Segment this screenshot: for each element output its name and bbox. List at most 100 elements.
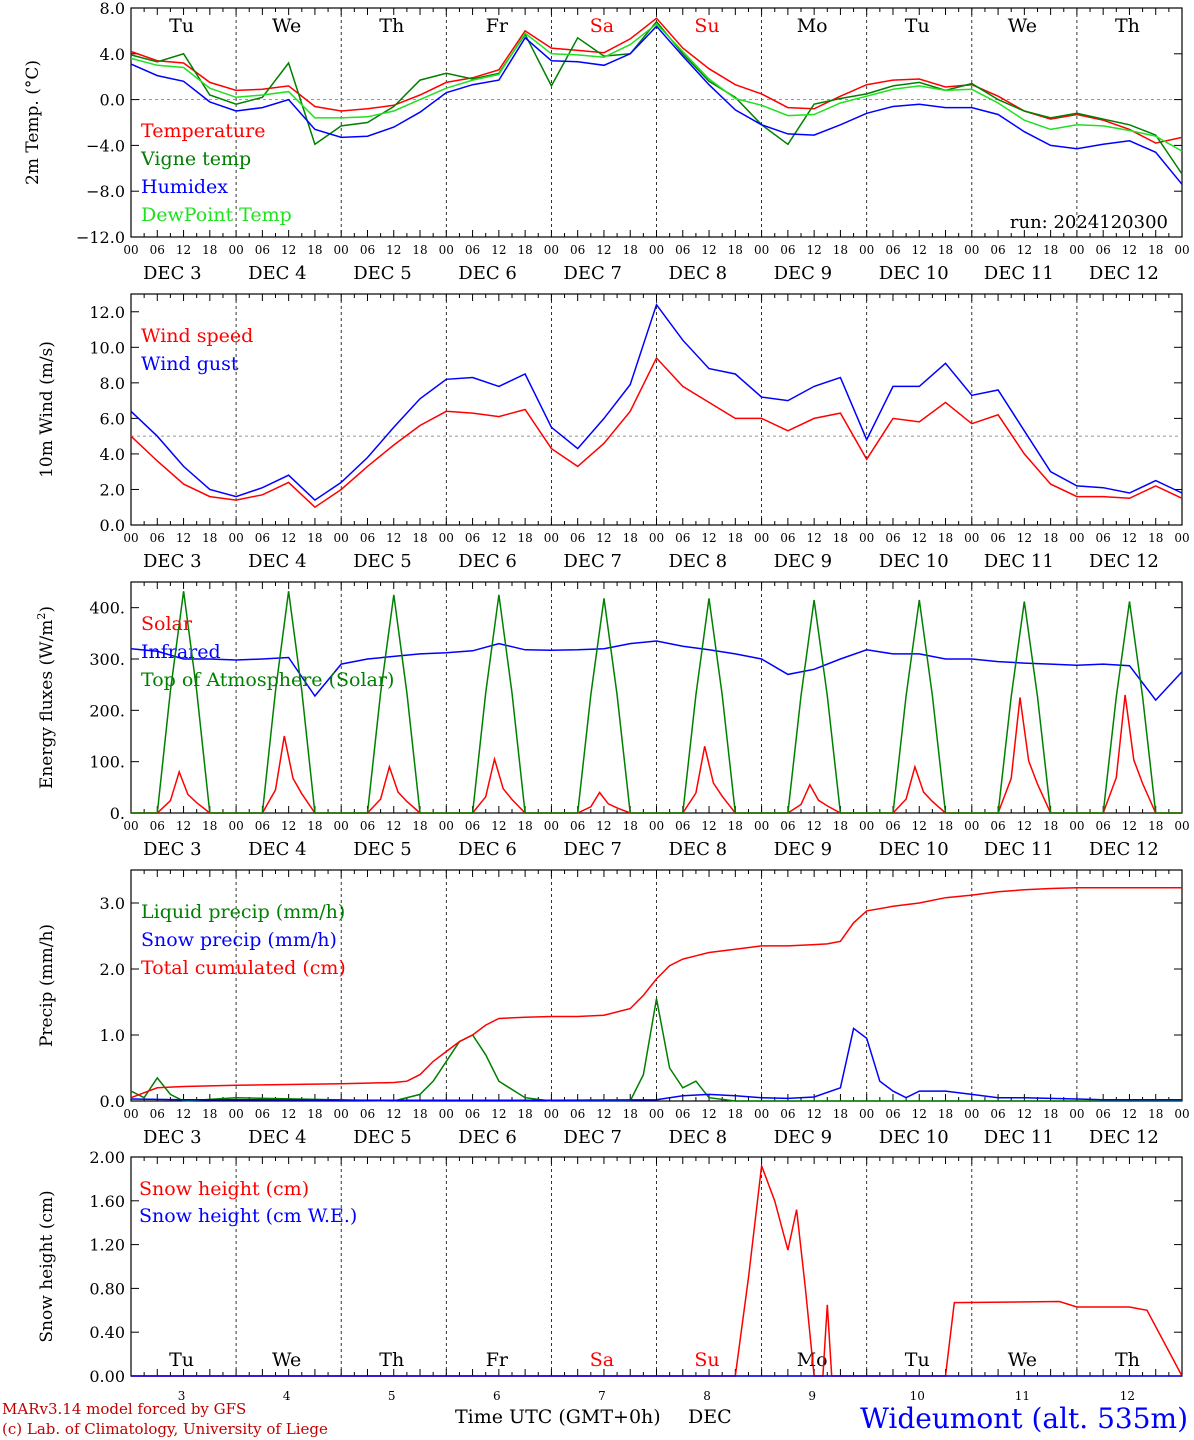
series-line-infrared bbox=[130, 640, 1183, 702]
x-tick-label: 12 bbox=[176, 1107, 191, 1121]
x-tick-label: 12 bbox=[701, 1107, 716, 1121]
x-tick-label: 18 bbox=[517, 243, 532, 257]
x-tick-label: 06 bbox=[570, 819, 585, 833]
x-tick-label: 12 bbox=[281, 243, 296, 257]
y-tick-label: 1.20 bbox=[89, 1236, 125, 1255]
day-of-week: Fr bbox=[486, 15, 509, 37]
x-tick-label: 06 bbox=[1096, 243, 1111, 257]
date-label: DEC 11 bbox=[984, 263, 1054, 284]
series-line-solar bbox=[131, 694, 1182, 814]
x-tick-label: 06 bbox=[885, 243, 900, 257]
x-tick-label: 00 bbox=[123, 243, 138, 257]
x-tick-label: 00 bbox=[123, 1107, 138, 1121]
y-tick-label: 4.0 bbox=[100, 445, 125, 464]
x-tick-label: 00 bbox=[544, 243, 559, 257]
x-tick-label: 06 bbox=[990, 1107, 1005, 1121]
x-tick-label: 06 bbox=[150, 531, 165, 545]
x-tick-label: 18 bbox=[938, 531, 953, 545]
x-tick-label: 06 bbox=[780, 1107, 795, 1121]
date-label: DEC 7 bbox=[563, 1127, 622, 1148]
legend-entry: Solar bbox=[141, 613, 193, 635]
y-tick-label: 0.00 bbox=[89, 1367, 125, 1386]
x-tick-label: 00 bbox=[1174, 819, 1189, 833]
y-tick-label: 400. bbox=[89, 599, 125, 618]
x-tick-label: 18 bbox=[202, 531, 217, 545]
day-of-week: Su bbox=[694, 1349, 719, 1371]
panels: 8.04.00.0−4.0−8.0−12.000 06 12 18 00 06 12 18 00… bbox=[23, 0, 1190, 1403]
x-tick-label: 12 bbox=[701, 243, 716, 257]
x-tick-label: 00 bbox=[964, 531, 979, 545]
x-tick-label: 06 bbox=[1096, 819, 1111, 833]
x-axis-label: Time UTC (GMT+0h) bbox=[455, 1406, 661, 1428]
date-label: DEC 3 bbox=[143, 263, 202, 284]
x-tick-label: 06 bbox=[675, 243, 690, 257]
date-label: DEC 8 bbox=[669, 839, 728, 860]
series-line-wind-speed bbox=[130, 356, 1183, 509]
x-tick-label: 18 bbox=[623, 243, 638, 257]
x-tick-label: 18 bbox=[412, 1107, 427, 1121]
x-tick-label: 12 bbox=[1122, 243, 1137, 257]
y-tick-label: 100. bbox=[89, 753, 125, 772]
day-of-week: Sa bbox=[590, 15, 614, 37]
legend-entry: Humidex bbox=[141, 176, 228, 198]
y-tick-label: 3.0 bbox=[100, 894, 125, 913]
x-tick-label: 00 bbox=[649, 1107, 664, 1121]
legend-entry: Snow height (cm) bbox=[139, 1178, 309, 1200]
x-tick-label: 18 bbox=[412, 243, 427, 257]
x-tick-label: 18 bbox=[833, 243, 848, 257]
x-tick-label: 12 bbox=[491, 243, 506, 257]
x-tick-label: 06 bbox=[150, 243, 165, 257]
x-tick-label: 18 bbox=[412, 531, 427, 545]
x-tick-label: 12 bbox=[912, 819, 927, 833]
series-line-temperature bbox=[130, 17, 1183, 144]
x-tick-label: 06 bbox=[990, 243, 1005, 257]
x-tick-label: 00 bbox=[859, 531, 874, 545]
x-tick-label: 12 bbox=[491, 531, 506, 545]
x-tick-label: 18 bbox=[938, 819, 953, 833]
footer: MARv3.14 model forced by GFS (c) Lab. of… bbox=[2, 1400, 1188, 1438]
x-tick-label: 00 bbox=[439, 531, 454, 545]
x-tick-label: 00 bbox=[964, 819, 979, 833]
x-tick-label: 18 bbox=[517, 531, 532, 545]
day-number: 12 bbox=[1120, 1389, 1135, 1403]
legend-entry: DewPoint Temp bbox=[141, 204, 292, 226]
date-label: DEC 6 bbox=[458, 839, 517, 860]
day-of-week: We bbox=[1008, 1349, 1037, 1371]
x-tick-label: 00 bbox=[754, 1107, 769, 1121]
x-tick-label: 12 bbox=[807, 819, 822, 833]
x-tick-label: 12 bbox=[281, 531, 296, 545]
x-tick-label: 12 bbox=[386, 819, 401, 833]
date-label: DEC 9 bbox=[774, 551, 833, 572]
x-tick-label: 18 bbox=[938, 243, 953, 257]
date-label: DEC 4 bbox=[248, 551, 307, 572]
x-tick-label: 00 bbox=[334, 1107, 349, 1121]
legend-entry: Temperature bbox=[141, 120, 265, 142]
panel-3: 400.300.200.100.0.00 06 12 18 00 06 12 18 00 06 12… bbox=[35, 581, 1190, 860]
date-label: DEC 6 bbox=[458, 263, 517, 284]
date-label: DEC 11 bbox=[984, 1127, 1054, 1148]
y-tick-label: 2.0 bbox=[100, 960, 125, 979]
legend-entry: Snow precip (mm/h) bbox=[141, 929, 337, 951]
x-tick-label: 06 bbox=[360, 819, 375, 833]
x-tick-label: 00 bbox=[228, 531, 243, 545]
y-axis-label-sup: 2 bbox=[35, 613, 48, 620]
day-of-week: Tu bbox=[905, 1349, 930, 1371]
day-number: 4 bbox=[283, 1389, 291, 1403]
x-tick-label: 00 bbox=[649, 243, 664, 257]
date-label: DEC 6 bbox=[458, 1127, 517, 1148]
x-tick-label: 12 bbox=[491, 819, 506, 833]
panel-2: 12.010.08.06.04.02.00.000 06 12 18 00 06 12 18 0… bbox=[37, 293, 1190, 572]
x-tick-label: 00 bbox=[439, 243, 454, 257]
x-tick-label: 18 bbox=[1148, 531, 1163, 545]
x-tick-label: 00 bbox=[334, 243, 349, 257]
y-tick-label: 0.0 bbox=[100, 516, 125, 535]
legend-entry: Infrared bbox=[141, 641, 221, 663]
series-line-wind-gust bbox=[130, 303, 1183, 502]
y-tick-label: 0. bbox=[110, 804, 125, 823]
y-axis-label: 10m Wind (m/s) bbox=[37, 341, 57, 478]
y-tick-label: −12.0 bbox=[76, 228, 125, 247]
x-tick-label: 06 bbox=[1096, 1107, 1111, 1121]
date-label: DEC 10 bbox=[879, 1127, 949, 1148]
x-tick-label: 00 bbox=[1069, 819, 1084, 833]
y-tick-label: −8.0 bbox=[86, 182, 125, 201]
